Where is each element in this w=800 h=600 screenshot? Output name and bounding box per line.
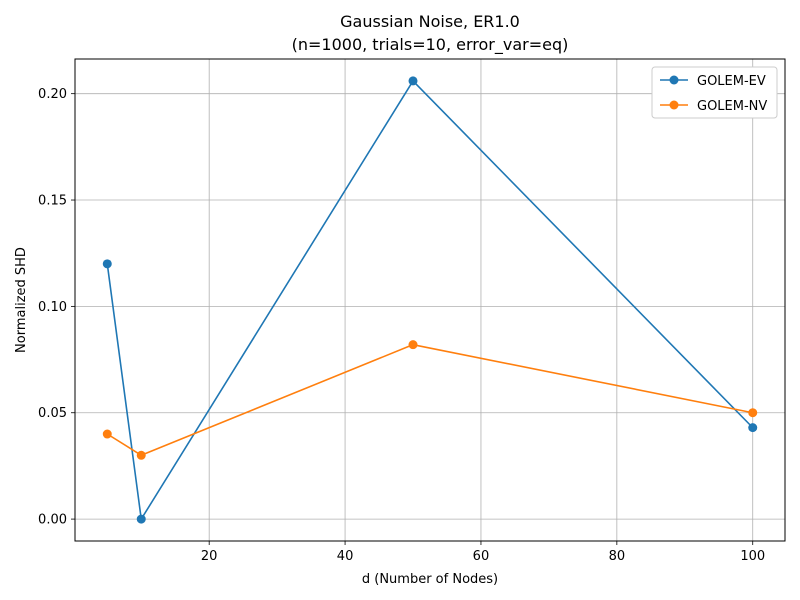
data-point-golem-nv — [136, 450, 146, 460]
chart-subtitle: (n=1000, trials=10, error_var=eq) — [292, 35, 569, 55]
data-point-golem-nv — [102, 429, 112, 439]
chart-title: Gaussian Noise, ER1.0 — [340, 12, 520, 31]
data-point-golem-ev — [408, 76, 418, 86]
legend-marker-golem-ev — [669, 75, 679, 85]
data-point-golem-ev — [136, 514, 146, 524]
data-point-golem-ev — [748, 423, 758, 433]
x-tick-label: 60 — [473, 549, 490, 564]
y-tick-label: 0.00 — [38, 513, 67, 528]
ticks: 20 40 60 80 100 0.00 0.05 0.10 0.15 0.20 — [38, 87, 765, 564]
legend: GOLEM-EV GOLEM-NV — [651, 66, 778, 119]
x-tick-label: 80 — [609, 549, 626, 564]
grid — [75, 59, 785, 541]
x-tick-label: 100 — [740, 549, 765, 564]
data-point-golem-ev — [102, 259, 112, 269]
legend-label-golem-nv: GOLEM-NV — [697, 99, 767, 114]
plot-frame — [74, 58, 786, 542]
series-line-golem-ev — [106, 80, 754, 520]
series-group — [102, 76, 758, 524]
x-tick-label: 40 — [337, 549, 354, 564]
series-line-golem-nv — [106, 343, 753, 457]
y-tick-label: 0.10 — [38, 300, 67, 315]
legend-label-golem-ev: GOLEM-EV — [697, 74, 766, 89]
x-tick-label: 20 — [201, 549, 218, 564]
legend-marker-golem-nv — [669, 100, 679, 110]
data-point-golem-nv — [748, 408, 758, 418]
y-tick-label: 0.20 — [38, 87, 67, 102]
y-axis-label: Normalized SHD — [14, 247, 29, 353]
y-tick-label: 0.15 — [38, 194, 67, 209]
data-point-golem-nv — [408, 340, 418, 350]
x-axis-label: d (Number of Nodes) — [362, 572, 498, 587]
y-tick-label: 0.05 — [38, 406, 67, 421]
